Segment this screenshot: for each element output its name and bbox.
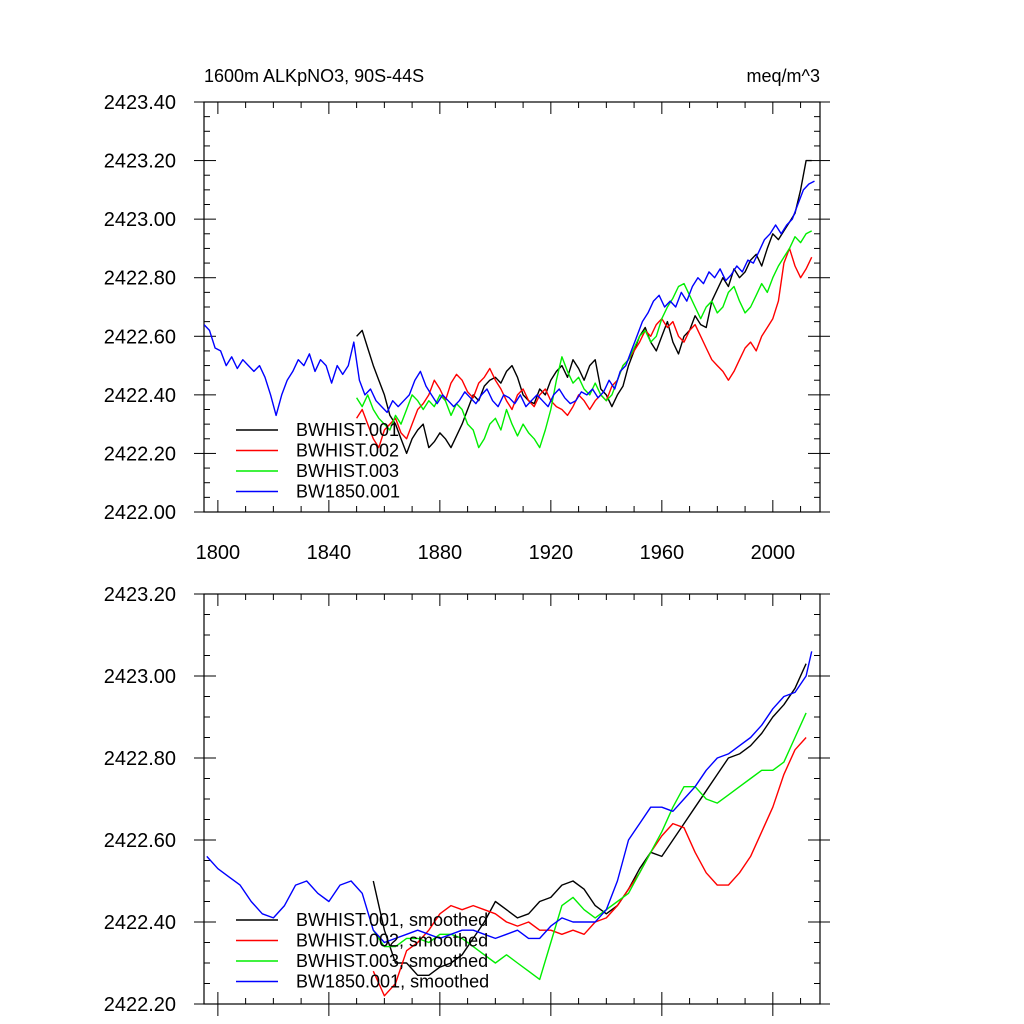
top-panel: 1600m ALKpNO3, 90S-44S meq/m^3 1800 1840 1… <box>104 66 830 564</box>
series-line-bwhist-001 <box>356 159 812 455</box>
series-line-bw1850-001 <box>204 180 815 417</box>
y-tick-label: 2422.60 <box>104 830 176 852</box>
y-tick-label: 2422.20 <box>104 443 176 465</box>
y-tick-label: 2423.00 <box>104 209 176 231</box>
series-line-bwhist-003-smoothed <box>372 712 807 981</box>
x-tick-label: 1840 <box>307 542 352 564</box>
y-tick-label: 2422.00 <box>104 502 176 524</box>
y-tick-label: 2422.40 <box>104 912 176 934</box>
legend-label: BW1850.001, smoothed <box>296 972 489 992</box>
bottom-panel: 2422.20 2422.40 2422.60 2422.80 2423.00 2423.… <box>104 584 830 1016</box>
legend-label: BWHIST.003 <box>296 461 399 481</box>
chart-units: meq/m^3 <box>747 66 820 86</box>
series-line-bw1850-001-smoothed <box>206 651 813 944</box>
y-tick-label: 2423.00 <box>104 666 176 688</box>
legend-label: BWHIST.003, smoothed <box>296 951 488 971</box>
series-line-bwhist-001-smoothed <box>372 663 807 976</box>
y-tick-label: 2422.80 <box>104 748 176 770</box>
y-tick-label: 2423.20 <box>104 151 176 173</box>
chart-title: 1600m ALKpNO3, 90S-44S <box>204 66 424 86</box>
y-tick-label: 2423.40 <box>104 92 176 114</box>
y-tick-label: 2422.40 <box>104 385 176 407</box>
y-tick-label: 2423.20 <box>104 584 176 606</box>
x-tick-label: 1920 <box>529 542 574 564</box>
y-tick-label: 2422.20 <box>104 994 176 1016</box>
series-line-bwhist-002 <box>356 247 813 449</box>
y-tick-label: 2422.60 <box>104 326 176 348</box>
legend-label: BWHIST.002 <box>296 441 399 461</box>
legend-label: BWHIST.001, smoothed <box>296 910 488 930</box>
legend-label: BW1850.001 <box>296 482 400 502</box>
y-tick-label: 2422.80 <box>104 268 176 290</box>
series-line-bwhist-002-smoothed <box>372 737 807 997</box>
legend-label: BWHIST.002, smoothed <box>296 931 488 951</box>
series-line-bwhist-003 <box>356 230 813 449</box>
x-tick-label: 2000 <box>751 542 796 564</box>
legend-label: BWHIST.001 <box>296 420 399 440</box>
x-tick-label: 1880 <box>418 542 463 564</box>
x-tick-label: 1800 <box>196 542 241 564</box>
x-tick-label: 1960 <box>640 542 685 564</box>
